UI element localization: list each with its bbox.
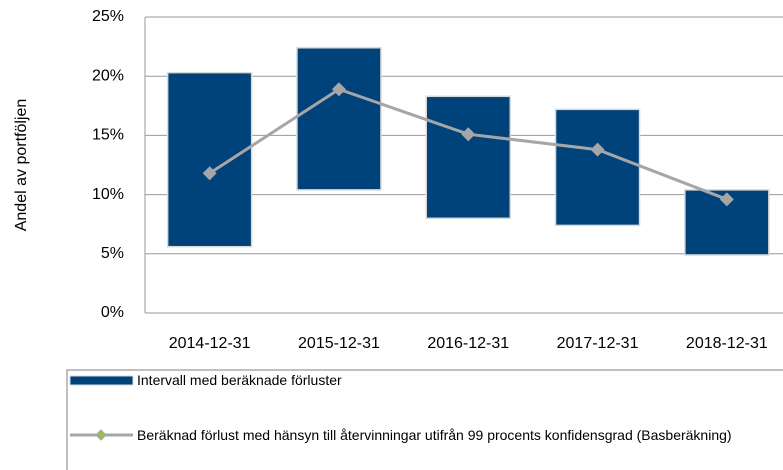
line-marker — [331, 82, 346, 97]
y-tick-label: 5% — [101, 245, 124, 262]
line-marker — [461, 127, 476, 142]
y-tick-label: 20% — [92, 67, 124, 84]
range-bar — [425, 95, 511, 220]
y-tick-label: 25% — [92, 8, 124, 25]
legend-label: Beräknad förlust med hänsyn till återvin… — [137, 427, 732, 443]
range-bar — [166, 71, 253, 248]
line-marker — [202, 166, 217, 181]
range-bar — [296, 47, 382, 191]
x-tick-label: 2018-12-31 — [686, 335, 768, 352]
legend-key — [95, 429, 107, 441]
legend-key — [69, 375, 134, 386]
y-tick-label: 0% — [101, 304, 124, 321]
x-tick-label: 2016-12-31 — [427, 335, 509, 352]
y-tick-label: 15% — [92, 127, 124, 144]
line-marker — [719, 192, 734, 207]
range-bar — [554, 108, 641, 227]
x-tick-label: 2015-12-31 — [298, 335, 380, 352]
x-tick-label: 2017-12-31 — [557, 335, 639, 352]
legend-box — [66, 369, 783, 470]
y-axis-title: Andel av portföljen — [13, 99, 30, 232]
line-marker — [590, 142, 605, 157]
legend-label: Intervall med beräknade förluster — [137, 372, 342, 388]
y-tick-label: 10% — [92, 186, 124, 203]
x-tick-label: 2014-12-31 — [169, 335, 251, 352]
